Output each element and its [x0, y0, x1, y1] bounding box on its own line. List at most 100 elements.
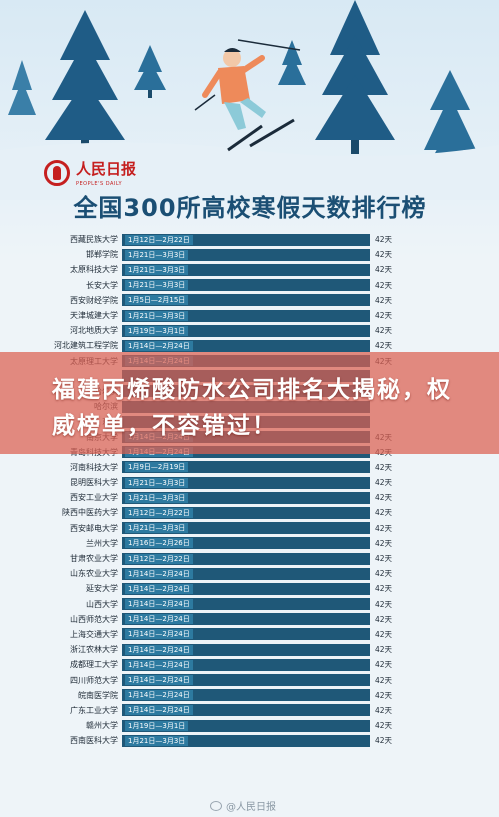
pine-tree-right [315, 0, 395, 154]
holiday-bar: 1月14日—2月24日 [122, 339, 370, 352]
school-name: 广东工业大学 [70, 705, 118, 715]
table-row: 浙江农林大学 1月14日—2月24日 42天 [42, 642, 392, 657]
holiday-days: 42天 [375, 554, 393, 564]
school-name: 西安财经学院 [70, 295, 118, 305]
table-row: 山西师范大学 1月14日—2月24日 42天 [42, 612, 392, 627]
holiday-dates: 1月21日—3月3日 [125, 523, 189, 534]
table-row: 四川师范大学 1月14日—2月24日 42天 [42, 672, 392, 687]
watermark: @人民日报 [210, 798, 276, 813]
holiday-dates: 1月14日—2月24日 [125, 705, 193, 716]
school-name: 昆明医科大学 [70, 478, 118, 488]
school-name: 赣州大学 [86, 721, 118, 731]
school-name: 山西师范大学 [70, 614, 118, 624]
table-row: 兰州大学 1月16日—2月26日 42天 [42, 536, 392, 551]
school-name: 河北地质大学 [70, 326, 118, 336]
table-row: 昆明医科大学 1月21日—3月3日 42天 [42, 475, 392, 490]
holiday-days: 42天 [375, 721, 393, 731]
table-row: 西安工业大学 1月21日—3月3日 42天 [42, 490, 392, 505]
holiday-days: 42天 [375, 311, 393, 321]
school-name: 兰州大学 [86, 538, 118, 548]
table-row: 广东工业大学 1月14日—2月24日 42天 [42, 703, 392, 718]
table-row: 西藏民族大学 1月12日—2月22日 42天 [42, 232, 392, 247]
holiday-days: 42天 [375, 675, 393, 685]
holiday-dates: 1月14日—2月24日 [125, 583, 193, 594]
table-row: 山西大学 1月14日—2月24日 42天 [42, 597, 392, 612]
holiday-bar: 1月14日—2月24日 [122, 567, 370, 580]
holiday-dates: 1月21日—3月3日 [125, 477, 189, 488]
holiday-bar: 1月21日—3月3日 [122, 734, 370, 747]
holiday-dates: 1月21日—3月3日 [125, 492, 189, 503]
table-row: 西安邮电大学 1月21日—3月3日 42天 [42, 521, 392, 536]
holiday-days: 42天 [375, 462, 393, 472]
holiday-dates: 1月14日—2月24日 [125, 599, 193, 610]
winter-ski-scene [0, 0, 499, 200]
people-daily-logo: 人民日报 PEOPLE'S DAILY [44, 158, 136, 187]
table-row: 河南科技大学 1月9日—2月19日 42天 [42, 460, 392, 475]
holiday-dates: 1月9日—2月19日 [125, 462, 189, 473]
holiday-bar: 1月21日—3月3日 [122, 263, 370, 276]
holiday-bar: 1月21日—3月3日 [122, 491, 370, 504]
holiday-bar: 1月12日—2月22日 [122, 506, 370, 519]
holiday-days: 42天 [375, 660, 393, 670]
ranking-table: 西藏民族大学 1月12日—2月22日 42天 邯郸学院 1月21日—3月3日 42天 太原科… [42, 232, 392, 748]
logo-text: 人民日报 [76, 160, 137, 178]
holiday-dates: 1月21日—3月3日 [125, 264, 189, 275]
watermark-text: @人民日报 [226, 802, 276, 813]
holiday-dates: 1月12日—2月22日 [125, 553, 193, 564]
overlay-banner [0, 352, 499, 454]
holiday-bar: 1月19日—3月1日 [122, 324, 370, 337]
holiday-days: 42天 [375, 493, 393, 503]
holiday-bar: 1月14日—2月24日 [122, 628, 370, 641]
pine-tree-small-right [278, 40, 306, 85]
holiday-bar: 1月21日—3月3日 [122, 279, 370, 292]
holiday-days: 42天 [375, 250, 393, 260]
table-row: 河北地质大学 1月19日—3月1日 42天 [42, 323, 392, 338]
holiday-dates: 1月5日—2月15日 [125, 295, 189, 306]
school-name: 邯郸学院 [86, 250, 118, 260]
holiday-days: 42天 [375, 538, 393, 548]
school-name: 四川师范大学 [70, 675, 118, 685]
holiday-days: 42天 [375, 508, 393, 518]
holiday-days: 42天 [375, 478, 393, 488]
holiday-days: 42天 [375, 736, 393, 746]
holiday-dates: 1月16日—2月26日 [125, 538, 193, 549]
pine-tree-tiny-left [8, 60, 36, 115]
school-name: 浙江农林大学 [70, 645, 118, 655]
holiday-bar: 1月14日—2月24日 [122, 658, 370, 671]
holiday-dates: 1月12日—2月22日 [125, 234, 193, 245]
holiday-days: 42天 [375, 614, 393, 624]
table-row: 山东农业大学 1月14日—2月24日 42天 [42, 566, 392, 581]
holiday-dates: 1月14日—2月24日 [125, 659, 193, 670]
school-name: 上海交通大学 [70, 629, 118, 639]
holiday-dates: 1月14日—2月24日 [125, 644, 193, 655]
holiday-days: 42天 [375, 629, 393, 639]
holiday-bar: 1月21日—3月3日 [122, 309, 370, 322]
holiday-bar: 1月12日—2月22日 [122, 552, 370, 565]
school-name: 甘肃农业大学 [70, 554, 118, 564]
banner-headline: 福建丙烯酸防水公司排名大揭秘，权威榜单，不容错过！ [52, 377, 452, 439]
table-row: 上海交通大学 1月14日—2月24日 42天 [42, 627, 392, 642]
school-name: 延安大学 [86, 584, 118, 594]
holiday-bar: 1月9日—2月19日 [122, 461, 370, 474]
holiday-days: 42天 [375, 705, 393, 715]
holiday-dates: 1月19日—3月1日 [125, 720, 189, 731]
school-name: 皖南医学院 [78, 690, 118, 700]
table-row: 西安财经学院 1月5日—2月15日 42天 [42, 293, 392, 308]
school-name: 陕西中医药大学 [62, 508, 118, 518]
holiday-bar: 1月12日—2月22日 [122, 233, 370, 246]
table-row: 陕西中医药大学 1月12日—2月22日 42天 [42, 505, 392, 520]
holiday-days: 42天 [375, 326, 393, 336]
holiday-bar: 1月21日—3月3日 [122, 522, 370, 535]
logo-subtitle: PEOPLE'S DAILY [76, 181, 123, 187]
table-row: 太原科技大学 1月21日—3月3日 42天 [42, 262, 392, 277]
school-name: 成都理工大学 [70, 660, 118, 670]
holiday-bar: 1月14日—2月24日 [122, 613, 370, 626]
holiday-bar: 1月14日—2月24日 [122, 582, 370, 595]
holiday-days: 42天 [375, 569, 393, 579]
holiday-dates: 1月21日—3月3日 [125, 310, 189, 321]
table-row: 皖南医学院 1月14日—2月24日 42天 [42, 688, 392, 703]
holiday-dates: 1月14日—2月24日 [125, 675, 193, 686]
school-name: 河北建筑工程学院 [54, 341, 118, 351]
holiday-bar: 1月14日—2月24日 [122, 674, 370, 687]
holiday-bar: 1月16日—2月26日 [122, 537, 370, 550]
